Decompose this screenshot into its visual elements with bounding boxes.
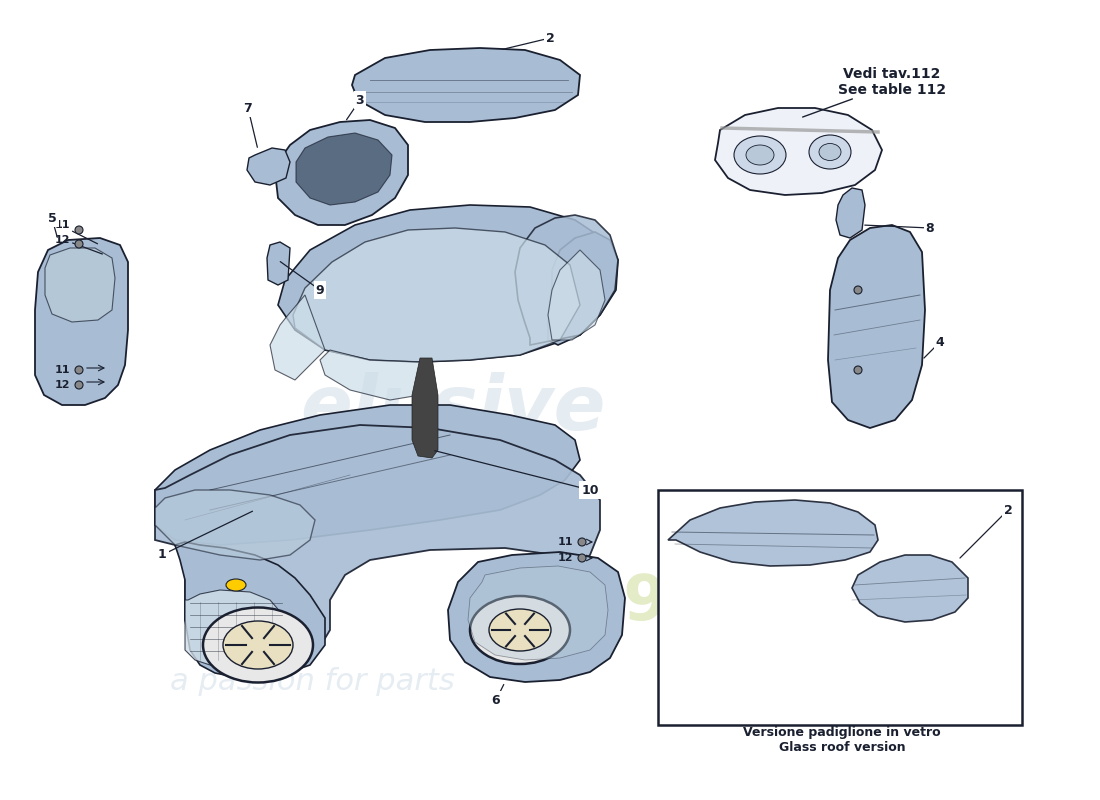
Polygon shape (278, 205, 615, 362)
Bar (658, 490, 1022, 725)
Polygon shape (155, 405, 580, 545)
Circle shape (75, 226, 82, 234)
Circle shape (854, 366, 862, 374)
Text: Versione padiglione in vetro
Glass roof version: Versione padiglione in vetro Glass roof … (744, 726, 940, 754)
Polygon shape (275, 120, 408, 225)
Polygon shape (548, 250, 605, 340)
Text: 6: 6 (492, 694, 500, 706)
Text: 7: 7 (243, 102, 252, 114)
Polygon shape (715, 108, 882, 195)
Polygon shape (45, 248, 116, 322)
Text: 9: 9 (316, 283, 324, 297)
Polygon shape (468, 566, 608, 660)
Text: 8: 8 (926, 222, 934, 234)
Text: 12: 12 (54, 380, 69, 390)
Text: 11: 11 (54, 365, 69, 375)
Ellipse shape (820, 143, 842, 161)
Polygon shape (270, 295, 324, 380)
Polygon shape (248, 148, 290, 185)
Polygon shape (515, 215, 618, 345)
Circle shape (75, 240, 82, 248)
Circle shape (578, 538, 586, 546)
Polygon shape (836, 188, 865, 238)
Polygon shape (35, 238, 128, 405)
Text: Vedi tav.112
See table 112: Vedi tav.112 See table 112 (838, 67, 946, 97)
Text: 11: 11 (558, 537, 573, 547)
Circle shape (578, 554, 586, 562)
Text: 12: 12 (54, 235, 69, 245)
Text: 3: 3 (355, 94, 364, 106)
Polygon shape (293, 228, 580, 362)
Polygon shape (155, 425, 600, 670)
Text: elusive: elusive (300, 372, 605, 446)
Text: 1: 1 (157, 549, 166, 562)
Polygon shape (448, 552, 625, 682)
Ellipse shape (223, 621, 293, 669)
Text: 2: 2 (546, 31, 554, 45)
Ellipse shape (226, 579, 246, 591)
Text: 10: 10 (581, 483, 598, 497)
Ellipse shape (470, 596, 570, 664)
Circle shape (854, 286, 862, 294)
Polygon shape (548, 232, 618, 345)
Polygon shape (352, 48, 580, 122)
Polygon shape (175, 542, 324, 678)
Text: 2: 2 (1003, 503, 1012, 517)
Polygon shape (852, 555, 968, 622)
Text: 1985: 1985 (580, 573, 754, 633)
Polygon shape (320, 350, 420, 400)
Polygon shape (828, 225, 925, 428)
Ellipse shape (808, 135, 851, 169)
Polygon shape (668, 500, 878, 566)
Text: 12: 12 (558, 553, 573, 563)
Ellipse shape (204, 607, 314, 682)
Text: 4: 4 (936, 335, 945, 349)
Polygon shape (296, 133, 392, 205)
Circle shape (75, 381, 82, 389)
Text: 5: 5 (47, 211, 56, 225)
Polygon shape (155, 490, 315, 560)
Text: a passion for parts: a passion for parts (170, 667, 454, 696)
Circle shape (75, 366, 82, 374)
Polygon shape (185, 590, 285, 667)
Polygon shape (267, 242, 290, 285)
Ellipse shape (734, 136, 786, 174)
Ellipse shape (490, 609, 551, 651)
Polygon shape (412, 358, 438, 458)
Text: 11: 11 (54, 220, 69, 230)
Ellipse shape (746, 145, 774, 165)
